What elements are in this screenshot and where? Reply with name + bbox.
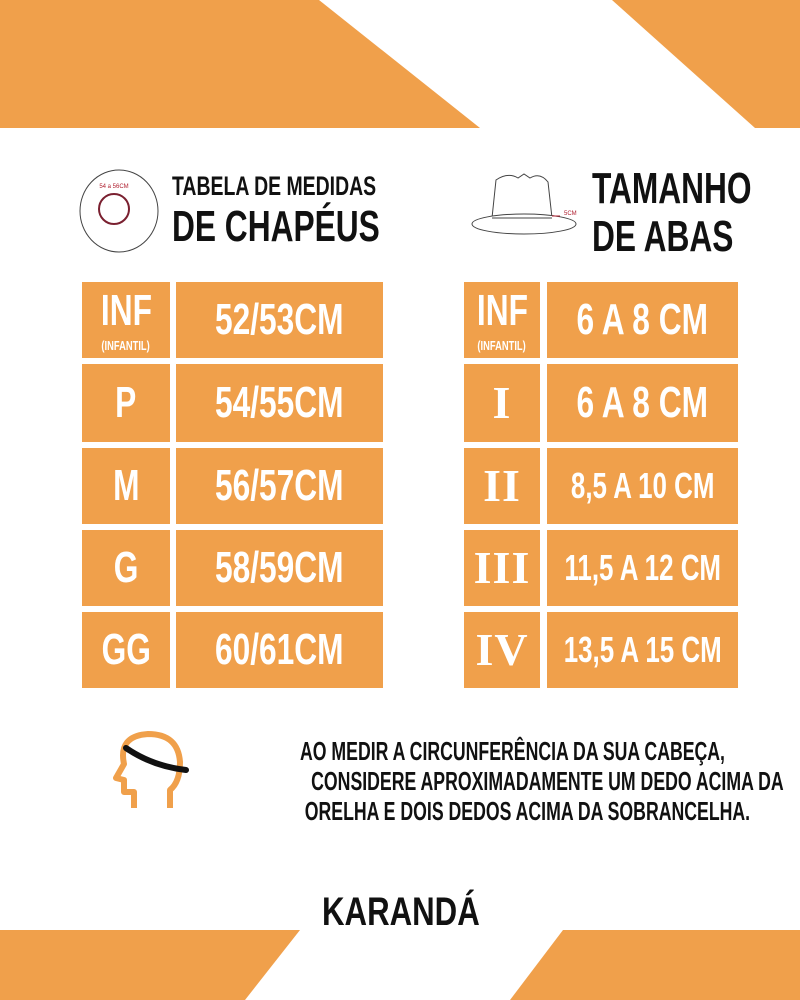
- brim-size-label: II: [483, 459, 521, 511]
- brim-size-label: IV: [475, 623, 529, 675]
- brim-size-cell: I: [464, 364, 540, 442]
- measure-value: 58/59CM: [215, 542, 344, 592]
- measure-cell: 52/53CM: [176, 282, 383, 358]
- instruction-line: ORELHA E DOIS DEDOS ACIMA DA SOBRANCELHA…: [304, 796, 751, 826]
- size-label: M: [112, 460, 140, 510]
- brim-measure-value: 11,5 A 12 CM: [564, 547, 721, 589]
- measure-value: 56/57CM: [215, 460, 344, 510]
- brim-size-cell: II: [464, 448, 540, 524]
- brim-measure-value: 6 A 8 CM: [576, 294, 709, 344]
- measure-cell: 60/61CM: [176, 612, 383, 688]
- brim-measure-cell: 11,5 A 12 CM: [547, 530, 738, 606]
- size-label: G: [113, 542, 139, 592]
- head-measure-icon: [112, 728, 192, 812]
- brim-measure-value: 13,5 A 15 CM: [563, 629, 722, 671]
- instruction-line: CONSIDERE APROXIMADAMENTE UM DEDO ACIMA …: [311, 766, 784, 796]
- left-title-line2: DE CHAPÉUS: [172, 202, 380, 251]
- right-title-line2: DE ABAS: [592, 212, 734, 261]
- size-cell: P: [82, 364, 170, 442]
- top-left-band: [0, 0, 480, 128]
- top-right-band: [612, 0, 800, 128]
- measure-value: 52/53CM: [215, 294, 344, 344]
- size-cell: INF (INFANTIL): [82, 282, 170, 358]
- brim-size-label: INF: [476, 286, 528, 336]
- svg-text:5CM: 5CM: [564, 211, 577, 217]
- bottom-left-band: [0, 930, 300, 1000]
- brand-name: KARANDÁ: [322, 889, 480, 934]
- measurement-instructions: AO MEDIR A CIRCUNFERÊNCIA DA SUA CABEÇA,…: [200, 736, 784, 826]
- bottom-right-band: [510, 930, 800, 1000]
- size-sublabel: (INFANTIL): [101, 337, 151, 353]
- brim-measure-cell: 13,5 A 15 CM: [547, 612, 738, 688]
- size-label: GG: [101, 624, 151, 674]
- svg-text:54 a 56CM: 54 a 56CM: [99, 184, 128, 190]
- brand-logo: KARANDÁ: [320, 890, 510, 934]
- head-circumference-circle-icon: 54 a 56CM: [78, 168, 160, 254]
- measure-value: 60/61CM: [215, 624, 344, 674]
- brim-measure-value: 6 A 8 CM: [576, 377, 709, 427]
- measure-cell: 56/57CM: [176, 448, 383, 524]
- size-cell: GG: [82, 612, 170, 688]
- brim-size-cell: INF (INFANTIL): [464, 282, 540, 358]
- size-label: P: [115, 377, 137, 427]
- brim-size-label: I: [492, 376, 512, 428]
- brim-measure-cell: 8,5 A 10 CM: [547, 448, 738, 524]
- brim-measure-cell: 6 A 8 CM: [547, 282, 738, 358]
- right-title-line1: TAMANHO: [592, 164, 752, 213]
- left-title: TABELA DE MEDIDAS DE CHAPÉUS: [172, 172, 402, 252]
- left-title-line1: TABELA DE MEDIDAS: [172, 171, 377, 201]
- brim-size-cell: III: [464, 530, 540, 606]
- size-label: INF: [100, 286, 152, 336]
- brim-size-cell: IV: [464, 612, 540, 688]
- hat-brim-icon: 5CM: [468, 168, 580, 240]
- brim-size-sublabel: (INFANTIL): [477, 337, 527, 353]
- measure-value: 54/55CM: [215, 377, 344, 427]
- right-title: TAMANHO DE ABAS: [592, 164, 762, 262]
- measure-cell: 58/59CM: [176, 530, 383, 606]
- brim-measure-cell: 6 A 8 CM: [547, 364, 738, 442]
- brim-measure-value: 8,5 A 10 CM: [570, 465, 715, 507]
- brim-size-label: III: [473, 541, 531, 593]
- size-cell: G: [82, 530, 170, 606]
- size-cell: M: [82, 448, 170, 524]
- measure-cell: 54/55CM: [176, 364, 383, 442]
- instruction-line: AO MEDIR A CIRCUNFERÊNCIA DA SUA CABEÇA,: [299, 736, 725, 766]
